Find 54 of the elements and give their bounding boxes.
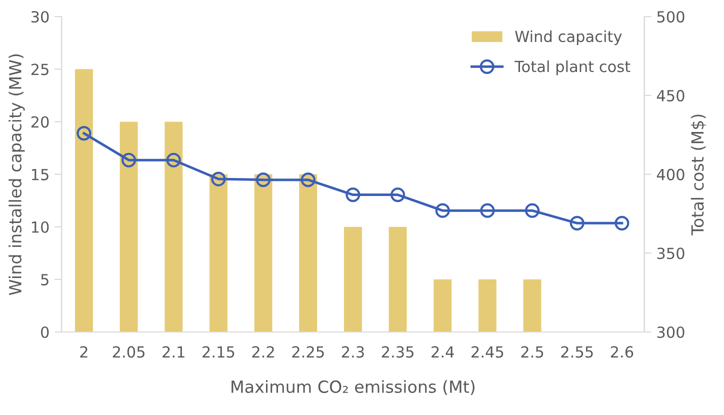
x-tick-label: 2.35 [382,346,414,358]
bar [478,279,496,332]
bar [74,69,93,332]
point [614,216,630,230]
bar [523,279,542,332]
bar [164,122,183,332]
point [390,188,406,202]
x-tick-label: 2 [80,346,88,358]
point [211,172,226,186]
x-tick-label: 2.5 [521,346,544,358]
point [166,152,181,168]
point [346,188,360,202]
x-tick-label: 2.55 [561,346,593,358]
bar [209,174,228,332]
x-axis-title: Maximum CO₂ emissions (Mt) [232,380,474,395]
bar [120,122,138,332]
y-tick-label: 0 [41,326,49,338]
legend-label: Wind capacity [515,30,622,46]
point [121,152,136,168]
x-tick-label: 2.15 [202,346,234,358]
x-tick-label: 2.1 [162,346,184,358]
bar [344,226,362,332]
x-tick-label: 2.25 [292,346,324,358]
point [570,216,584,230]
legend-label: Total plant cost [514,60,630,76]
x-tick-label: 2.4 [432,346,454,358]
y-tick-label: 20 [31,116,49,128]
y2-tick-label: 350 [657,248,684,260]
y2-tick-label: 400 [656,168,684,180]
point [480,203,495,218]
point [300,172,316,188]
y2-tick-label: 500 [657,11,684,23]
y-tick-label: 15 [32,168,48,180]
point [524,203,540,218]
bar [299,174,318,332]
y2-tick-label: 300 [657,326,684,338]
y-axis-title: Wind installed capacity (MW) [8,54,25,296]
y-tick-label: 30 [31,11,49,23]
x-tick-label: 2.45 [472,346,504,358]
point [256,172,271,188]
x-tick-label: 2.3 [342,346,364,358]
y2-tick-label: 450 [656,90,684,102]
point [76,126,92,141]
bar [254,174,272,332]
bar [388,226,407,332]
x-tick-label: 2.2 [252,346,274,358]
point [435,203,450,218]
y-tick-label: 10 [32,221,49,233]
y-tick-label: 5 [41,274,48,286]
x-tick-label: 2.6 [610,346,634,358]
y-tick-label: 25 [31,64,48,76]
x-tick-label: 2.05 [112,346,144,358]
bar [434,279,452,332]
y2-axis-title: Total cost (M$) [690,114,706,236]
